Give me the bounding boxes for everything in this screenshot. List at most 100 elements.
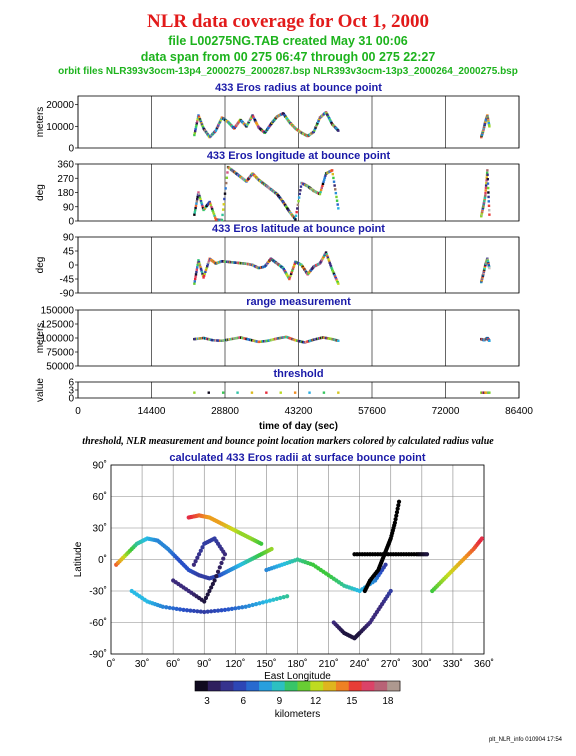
map-point xyxy=(202,599,207,604)
map-point xyxy=(362,588,367,594)
map-point xyxy=(171,552,176,557)
map-x-tick-label: 30˚ xyxy=(135,658,149,670)
data-point xyxy=(291,269,294,272)
data-point xyxy=(215,128,218,131)
map-point xyxy=(375,552,380,557)
map-point xyxy=(305,560,310,566)
colorbar-swatch xyxy=(195,681,209,691)
map-point xyxy=(380,602,385,607)
map-point xyxy=(250,602,255,608)
panel-frame xyxy=(77,95,520,149)
orbit-files-line: orbit files NLR393v3ocm-13p4_2000275_200… xyxy=(58,66,518,77)
y-tick-label: 0 xyxy=(68,261,74,272)
time-panel: 433 Eros latitude at bounce point -90 -45 0… xyxy=(35,223,520,300)
data-point xyxy=(193,129,197,133)
map-point xyxy=(362,625,367,630)
map-point xyxy=(253,602,259,607)
map-point xyxy=(459,559,464,564)
map-point xyxy=(262,550,267,555)
data-point xyxy=(292,265,295,269)
map-point xyxy=(376,607,381,612)
x-tick-label: 43200 xyxy=(285,406,313,417)
data-point xyxy=(324,251,328,254)
map-point xyxy=(202,574,207,579)
data-point xyxy=(337,282,340,285)
data-point xyxy=(250,391,254,394)
map-point xyxy=(184,566,190,571)
map-point xyxy=(195,609,200,614)
map-point xyxy=(236,605,241,610)
data-point xyxy=(193,131,196,135)
data-point xyxy=(337,391,340,394)
map-point xyxy=(226,568,231,573)
data-point xyxy=(329,263,332,266)
data-point xyxy=(198,116,201,120)
map-point xyxy=(390,528,395,533)
data-point xyxy=(199,119,202,122)
map-point xyxy=(257,540,262,545)
data-point xyxy=(334,191,338,195)
data-point xyxy=(199,265,202,269)
y-tick-label: 50000 xyxy=(46,362,74,373)
map-point xyxy=(452,566,457,571)
x-axis-label: time of day (sec) xyxy=(259,421,338,432)
map-point xyxy=(174,555,179,560)
map-point xyxy=(117,559,122,564)
map-point xyxy=(266,567,272,572)
map-x-tick-label: 360˚ xyxy=(474,658,494,670)
map-point xyxy=(364,623,369,629)
data-point xyxy=(196,195,199,199)
map-point xyxy=(376,567,381,573)
map-point xyxy=(252,538,257,543)
map-point xyxy=(152,537,157,543)
map-point xyxy=(374,609,380,615)
data-point xyxy=(222,203,225,206)
map-point xyxy=(383,552,388,557)
map-point xyxy=(200,514,205,519)
colorbar-tick-label: 12 xyxy=(310,696,322,707)
map-point xyxy=(129,588,134,594)
map-point xyxy=(336,625,342,630)
data-point xyxy=(204,268,208,272)
map-point xyxy=(367,552,373,557)
map-point xyxy=(274,596,279,601)
map-point xyxy=(205,609,210,614)
map-point xyxy=(475,541,480,546)
data-point xyxy=(288,277,291,281)
map-point xyxy=(152,602,158,607)
map-point xyxy=(335,623,340,629)
data-point xyxy=(198,262,201,265)
map-point xyxy=(353,635,358,640)
map-point xyxy=(207,515,212,520)
map-point xyxy=(214,574,219,579)
colorbar-swatch xyxy=(271,681,286,691)
map-point xyxy=(362,585,367,590)
map-point xyxy=(345,632,350,637)
data-point xyxy=(195,122,199,125)
map-point xyxy=(361,627,366,632)
map-point xyxy=(158,603,163,608)
map-point xyxy=(399,552,404,557)
panel-title: 433 Eros radius at bounce point xyxy=(215,82,382,94)
map-point xyxy=(392,520,397,525)
data-point xyxy=(487,191,490,194)
data-point xyxy=(204,270,207,274)
map-point xyxy=(370,574,375,580)
map-point xyxy=(379,559,384,564)
data-point xyxy=(198,118,202,121)
map-point xyxy=(260,600,266,605)
map-point xyxy=(393,552,399,557)
data-point xyxy=(202,276,205,279)
data-point xyxy=(488,339,491,342)
map-point xyxy=(272,565,277,570)
map-x-tick-label: 120˚ xyxy=(225,658,245,670)
map-point xyxy=(173,580,178,585)
colorbar-swatch xyxy=(284,681,298,691)
map-point xyxy=(277,563,282,568)
map-point xyxy=(226,525,231,530)
y-tick-label: 6 xyxy=(68,378,74,389)
data-point xyxy=(201,126,205,129)
colorbar-swatch xyxy=(387,681,401,691)
map-point xyxy=(431,587,437,592)
data-point xyxy=(315,123,319,126)
